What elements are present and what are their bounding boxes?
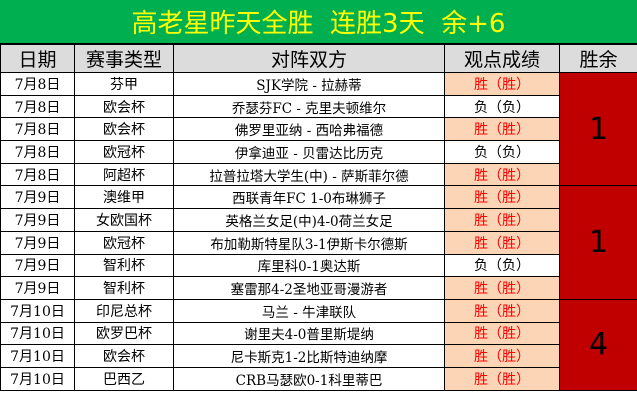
row-date: 7月9日	[0, 253, 75, 278]
table-row: 7月10日 欧会杯 尼卡斯克1-2比斯特迪纳摩 胜（胜）	[0, 344, 637, 368]
header-league: 赛事类型	[74, 44, 174, 73]
row-date: 7月8日	[0, 72, 75, 96]
header-match: 对阵双方	[173, 44, 445, 73]
row-league: 澳维甲	[74, 185, 174, 210]
row-match: CRB马瑟欧0-1科里蒂巴	[173, 366, 445, 391]
row-date: 7月10日	[0, 366, 75, 391]
table-row: 7月9日 智利杯 库里科0-1奥达斯 负（负）	[0, 253, 637, 278]
row-match: 乔瑟芬FC - 克里夫顿维尔	[173, 94, 445, 119]
row-date: 7月8日	[0, 140, 75, 164]
row-result: 胜（胜）	[444, 366, 560, 391]
table-row: 7月9日 欧冠杯 布加勒斯特星队3-1伊斯卡尔德斯 胜（胜）	[0, 230, 637, 255]
header-row: 日期 赛事类型 对阵双方 观点成绩 胜余	[0, 44, 637, 73]
row-league: 欧冠杯	[74, 140, 174, 164]
row-result: 胜（胜）	[444, 185, 560, 210]
row-result: 胜（胜）	[444, 162, 560, 187]
row-league: 欧会杯	[74, 94, 174, 119]
row-match: 西联青年FC 1-0布琳狮子	[173, 185, 445, 210]
row-date: 7月10日	[0, 344, 75, 368]
table-row: 7月9日 女欧国杯 英格兰女足(中)4-0荷兰女足 胜（胜）	[0, 208, 637, 232]
row-league: 智利杯	[74, 276, 174, 300]
row-league: 欧罗巴杯	[74, 321, 174, 346]
surplus-day-1: 1	[559, 71, 637, 187]
row-date: 7月9日	[0, 208, 75, 232]
row-result: 胜（胜）	[444, 208, 560, 232]
row-date: 7月8日	[0, 162, 75, 187]
table-row: 7月10日 巴西乙 CRB马瑟欧0-1科里蒂巴 胜（胜）	[0, 366, 637, 391]
row-result: 胜（胜）	[444, 72, 560, 96]
row-match: 库里科0-1奥达斯	[173, 253, 445, 278]
row-league: 印尼总杯	[74, 298, 174, 323]
row-match: 马兰 - 牛津联队	[173, 298, 445, 323]
table-row: 7月8日 欧会杯 佛罗里亚纳 - 西哈弗福德 胜（胜）	[0, 117, 637, 142]
table-row: 7月9日 智利杯 塞雷那4-2圣地亚哥漫游者 胜（胜）	[0, 276, 637, 300]
table-row: 7月10日 欧罗巴杯 谢里夫4-0普里斯堤纳 胜（胜）	[0, 321, 637, 346]
row-league: 欧会杯	[74, 117, 174, 142]
row-match: 伊拿迪亚 - 贝雷达比历克	[173, 140, 445, 164]
row-date: 7月9日	[0, 185, 75, 210]
row-league: 欧冠杯	[74, 230, 174, 255]
row-match: 尼卡斯克1-2比斯特迪纳摩	[173, 344, 445, 368]
row-result: 胜（胜）	[444, 230, 560, 255]
row-league: 欧会杯	[74, 344, 174, 368]
surplus-day-2: 1	[559, 185, 637, 300]
title-banner: 高老星昨天全胜 连胜3天 余+6	[0, 0, 637, 44]
table-row: 7月8日 阿超杯 拉普拉塔大学生(中) - 萨斯菲尔德 胜（胜）	[0, 162, 637, 187]
header-result: 观点成绩	[444, 44, 560, 73]
row-date: 7月10日	[0, 321, 75, 346]
row-match: 佛罗里亚纳 - 西哈弗福德	[173, 117, 445, 142]
row-result: 负（负）	[444, 94, 560, 119]
row-date: 7月9日	[0, 276, 75, 300]
row-result: 胜（胜）	[444, 321, 560, 346]
row-match: 布加勒斯特星队3-1伊斯卡尔德斯	[173, 230, 445, 255]
table-row: 7月10日 印尼总杯 马兰 - 牛津联队 胜（胜） 4	[0, 298, 637, 391]
header-date: 日期	[0, 44, 75, 73]
results-table: 日期 赛事类型 对阵双方 观点成绩 胜余 7月8日 芬甲 SJK学院 - 拉赫蒂…	[0, 44, 637, 391]
row-match: 拉普拉塔大学生(中) - 萨斯菲尔德	[173, 162, 445, 187]
table-row: 7月8日 芬甲 SJK学院 - 拉赫蒂 胜（胜） 1	[0, 71, 637, 187]
row-date: 7月8日	[0, 117, 75, 142]
row-match: 塞雷那4-2圣地亚哥漫游者	[173, 276, 445, 300]
row-match: 英格兰女足(中)4-0荷兰女足	[173, 208, 445, 232]
row-result: 负（负）	[444, 253, 560, 278]
header-surplus: 胜余	[559, 44, 637, 73]
table-row: 7月9日 澳维甲 西联青年FC 1-0布琳狮子 胜（胜） 1	[0, 185, 637, 300]
row-date: 7月10日	[0, 298, 75, 323]
row-league: 女欧国杯	[74, 208, 174, 232]
row-result: 胜（胜）	[444, 276, 560, 300]
row-league: 巴西乙	[74, 366, 174, 391]
row-date: 7月8日	[0, 94, 75, 119]
row-result: 胜（胜）	[444, 298, 560, 323]
row-league: 阿超杯	[74, 162, 174, 187]
row-date: 7月9日	[0, 230, 75, 255]
row-league: 芬甲	[74, 72, 174, 96]
banner-text: 高老星昨天全胜 连胜3天 余+6	[131, 9, 506, 39]
row-result: 负（负）	[444, 140, 560, 164]
row-result: 胜（胜）	[444, 344, 560, 368]
row-league: 智利杯	[74, 253, 174, 278]
table-row: 7月8日 欧冠杯 伊拿迪亚 - 贝雷达比历克 负（负）	[0, 140, 637, 164]
row-result: 胜（胜）	[444, 117, 560, 142]
surplus-day-3: 4	[559, 298, 637, 391]
row-match: 谢里夫4-0普里斯堤纳	[173, 321, 445, 346]
row-match: SJK学院 - 拉赫蒂	[173, 72, 445, 96]
table-row: 7月8日 欧会杯 乔瑟芬FC - 克里夫顿维尔 负（负）	[0, 94, 637, 119]
